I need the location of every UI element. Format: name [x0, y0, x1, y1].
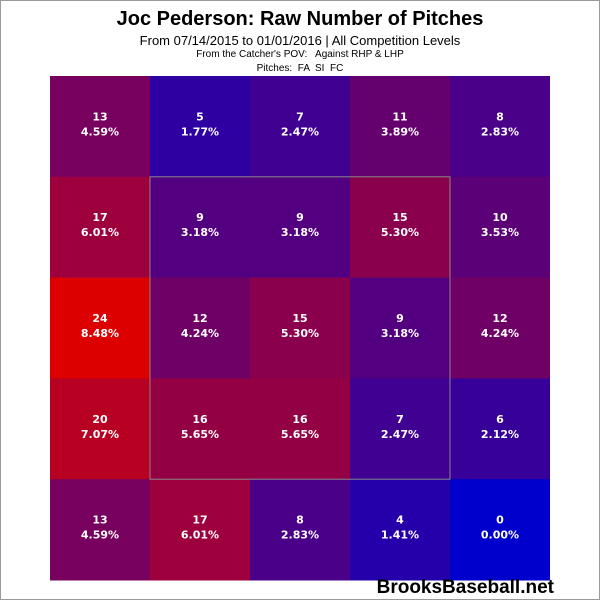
cell-percent-label: 2.83%	[481, 125, 519, 138]
cell-count-label: 7	[296, 110, 304, 123]
cell-count-label: 20	[92, 413, 108, 426]
heatmap-cell-r1-c1	[150, 176, 250, 279]
heatmap-cell-r2-c1	[150, 277, 250, 379]
heatmap-cell-r3-c0	[50, 378, 150, 480]
cell-percent-label: 5.65%	[281, 428, 319, 441]
cell-percent-label: 5.65%	[181, 428, 219, 441]
heatmap-cell-r4-c4	[450, 479, 550, 581]
cell-count-label: 13	[92, 514, 107, 527]
heatmap-cell-r3-c4	[450, 378, 550, 480]
cell-count-label: 15	[292, 312, 307, 325]
heatmap-cell-r0-c4	[450, 76, 550, 178]
cell-percent-label: 2.47%	[281, 125, 319, 138]
heatmap-cell-r4-c1	[150, 479, 250, 581]
cell-count-label: 17	[92, 211, 107, 224]
cell-percent-label: 3.18%	[281, 226, 319, 239]
cell-count-label: 6	[496, 413, 504, 426]
cell-percent-label: 5.30%	[381, 226, 419, 239]
heatmap-cell-r1-c3	[350, 176, 450, 279]
cell-percent-label: 2.12%	[481, 428, 519, 441]
cell-percent-label: 5.30%	[281, 327, 319, 340]
heatmap-cell-r4-c3	[350, 479, 450, 581]
heatmap-cell-r3-c1	[150, 378, 250, 480]
heatmap-cell-r2-c4	[450, 277, 550, 379]
heatmap-cell-r0-c1	[150, 76, 250, 178]
cell-percent-label: 3.53%	[481, 226, 519, 239]
cell-percent-label: 3.18%	[181, 226, 219, 239]
cell-percent-label: 4.59%	[81, 125, 119, 138]
cell-count-label: 16	[292, 413, 308, 426]
cell-count-label: 8	[496, 110, 504, 123]
heatmap-cell-r1-c4	[450, 176, 550, 279]
heatmap-cell-r0-c0	[50, 76, 150, 178]
cell-count-label: 17	[192, 514, 207, 527]
cell-count-label: 4	[396, 514, 404, 527]
cell-percent-label: 3.18%	[381, 327, 419, 340]
cell-count-label: 9	[196, 211, 204, 224]
cell-count-label: 15	[392, 211, 407, 224]
heatmap-cell-r0-c2	[250, 76, 350, 178]
pitch-types-caption: Pitches: FA SI FC	[256, 63, 344, 74]
cell-percent-label: 6.01%	[181, 529, 219, 542]
heatmap-cell-r1-c0	[50, 176, 150, 279]
strike-zone-box	[149, 176, 451, 480]
cell-count-label: 9	[396, 312, 404, 325]
cell-percent-label: 7.07%	[81, 428, 119, 441]
cell-count-label: 11	[392, 110, 407, 123]
chart-title: Joc Pederson: Raw Number of Pitches	[116, 8, 484, 30]
chart-subtitle: From 07/14/2015 to 01/01/2016 | All Comp…	[139, 33, 461, 48]
cell-percent-label: 1.41%	[381, 529, 419, 542]
cell-percent-label: 4.24%	[181, 327, 219, 340]
cell-percent-label: 2.83%	[281, 529, 319, 542]
cell-count-label: 5	[196, 110, 204, 123]
cell-count-label: 16	[192, 413, 208, 426]
heatmap-cell-r2-c2	[250, 277, 350, 379]
pov-caption: From the Catcher's POV: Against RHP & LH…	[196, 49, 404, 60]
cell-count-label: 24	[92, 312, 108, 325]
cell-percent-label: 2.47%	[381, 428, 419, 441]
heatmap-cell-r2-c3	[350, 277, 450, 379]
heatmap-cell-r3-c3	[350, 378, 450, 480]
cell-percent-label: 3.89%	[381, 125, 419, 138]
cell-percent-label: 1.77%	[181, 125, 219, 138]
cell-percent-label: 6.01%	[81, 226, 119, 239]
heatmap-cell-r4-c2	[250, 479, 350, 581]
heatmap-cell-r4-c0	[50, 479, 150, 581]
cell-count-label: 13	[92, 110, 107, 123]
heatmap-cell-r3-c2	[250, 378, 350, 480]
cell-percent-label: 4.59%	[81, 529, 119, 542]
site-watermark: BrooksBaseball.net	[376, 577, 554, 598]
heatmap-cell-r2-c0	[50, 277, 150, 379]
cell-count-label: 8	[296, 514, 304, 527]
cell-count-label: 0	[496, 514, 504, 527]
cell-count-label: 12	[492, 312, 507, 325]
cell-percent-label: 0.00%	[481, 529, 519, 542]
heatmap-cell-r0-c3	[350, 76, 450, 178]
cell-percent-label: 4.24%	[481, 327, 519, 340]
cell-percent-label: 8.48%	[81, 327, 119, 340]
cell-count-label: 10	[492, 211, 508, 224]
heatmap-cell-r1-c2	[250, 176, 350, 279]
cell-count-label: 12	[192, 312, 207, 325]
cell-count-label: 7	[396, 413, 404, 426]
cell-count-label: 9	[296, 211, 304, 224]
